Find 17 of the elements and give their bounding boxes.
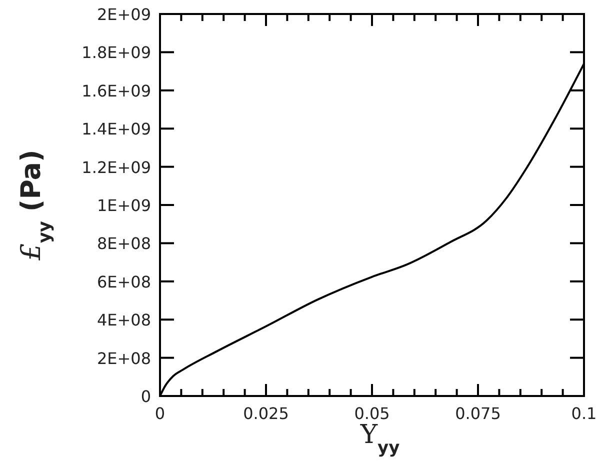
y-tick-label: 1.6E+09 [82, 81, 151, 100]
y-tick-label: 2E+08 [96, 348, 151, 368]
y-tick-label: 1.8E+09 [82, 43, 151, 62]
x-axis-title: Υ$_{yy}$ [359, 420, 400, 458]
y-tick-label: 1.2E+09 [82, 158, 151, 177]
x-tick-label: 0.025 [243, 404, 289, 423]
x-tick-label: 0 [154, 404, 166, 423]
y-tick-label: 1E+09 [96, 196, 151, 215]
x-tick-label: 0.1 [571, 404, 597, 423]
y-tick-label: 6E+08 [96, 272, 151, 292]
x-tick-label: 0.05 [354, 404, 390, 423]
x-tick-label: 0.075 [455, 404, 501, 423]
y-tick-label: 4E+08 [96, 310, 151, 330]
y-tick-label: 0 [140, 387, 151, 406]
y-tick-label: 1.4E+09 [82, 120, 151, 139]
y-tick-label: 2E+09 [96, 5, 151, 24]
y-tick-label: 8E+08 [96, 234, 151, 254]
